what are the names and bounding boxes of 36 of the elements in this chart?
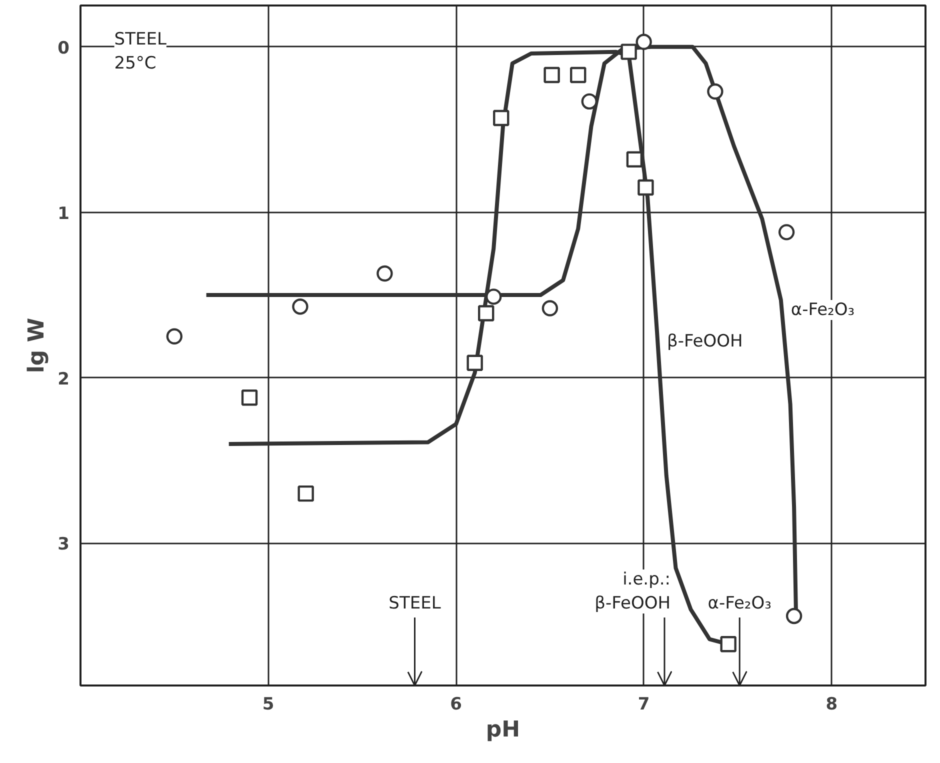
y-axis-title: lg W [24, 318, 50, 374]
series-label: α-Fe₂O₃ [790, 300, 855, 320]
point [542, 300, 558, 316]
ref-line-label: α-Fe₂O₃ [708, 594, 772, 614]
point [292, 298, 308, 315]
point [636, 34, 652, 50]
point [778, 224, 795, 240]
x-tick-label: 8 [826, 694, 838, 714]
point [493, 110, 510, 126]
point [478, 305, 494, 322]
point [786, 608, 802, 624]
ref-line-label: STEEL [388, 594, 442, 614]
point [570, 66, 586, 84]
y-tick-label: 0 [58, 38, 70, 58]
point [720, 636, 736, 652]
point [241, 390, 258, 406]
point [466, 354, 483, 371]
point [707, 83, 724, 100]
point [544, 66, 560, 84]
point [626, 151, 643, 168]
x-axis-title: pH [486, 718, 520, 742]
x-tick-label: 5 [262, 694, 274, 714]
point [486, 288, 502, 305]
y-tick-label: 2 [58, 369, 70, 390]
series-label: β-FeOOH [666, 331, 743, 352]
point [298, 485, 314, 502]
y-tick-label: 3 [58, 534, 70, 555]
x-tick-label: 7 [638, 694, 650, 714]
y-tick-label: 1 [58, 204, 70, 224]
point [620, 44, 637, 60]
point [638, 179, 654, 196]
ref-line-label: i.e.p.: β-FeOOH [594, 570, 670, 614]
point [166, 328, 182, 344]
x-tick-label: 6 [450, 694, 462, 714]
point [376, 265, 393, 282]
annotation: STEEL 25°C [114, 30, 167, 74]
